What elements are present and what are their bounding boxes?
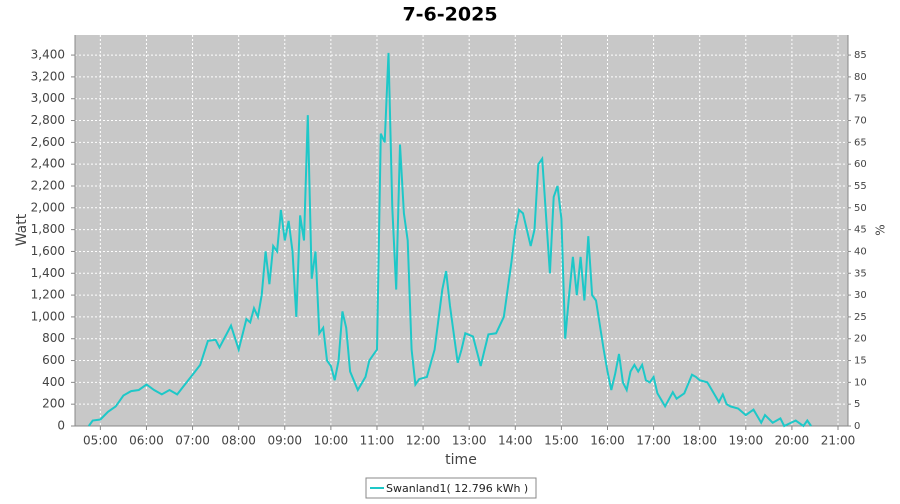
y-tick-label: 800 xyxy=(42,331,65,345)
line xyxy=(87,52,812,428)
x-tick-label: 20:00 xyxy=(775,434,810,448)
x-tick-label: 19:00 xyxy=(729,434,764,448)
plot-area xyxy=(75,35,848,426)
x-tick-label: 11:00 xyxy=(360,434,395,448)
y2-tick-label: 30 xyxy=(854,290,867,301)
y-tick-label: 3,000 xyxy=(31,91,65,105)
y2-tick-label: 50 xyxy=(854,203,867,214)
x-tick-label: 07:00 xyxy=(175,434,210,448)
y2-tick-label: 5 xyxy=(854,399,860,410)
y-tick-label: 200 xyxy=(42,397,65,411)
x-tick-label: 15:00 xyxy=(544,434,579,448)
y2-tick-label: 85 xyxy=(854,50,867,61)
x-tick-label: 06:00 xyxy=(129,434,164,448)
y-tick-label: 3,400 xyxy=(31,48,65,62)
x-tick-label: 17:00 xyxy=(636,434,671,448)
x-tick-label: 05:00 xyxy=(83,434,118,448)
x-axis-label: time xyxy=(445,452,477,468)
legend-label: Swanland1( 12.796 kWh ) xyxy=(386,482,528,495)
y2-tick-label: 55 xyxy=(854,181,867,192)
x-tick-label: 12:00 xyxy=(406,434,441,448)
x-tick-label: 09:00 xyxy=(267,434,302,448)
y2-tick-label: 15 xyxy=(854,356,867,367)
y2-tick-label: 20 xyxy=(854,334,867,345)
y-tick-label: 2,200 xyxy=(31,178,65,192)
y-tick-label: 1,600 xyxy=(31,244,65,258)
y-tick-label: 2,600 xyxy=(31,135,65,149)
y-tick-label: 3,200 xyxy=(31,69,65,83)
y-tick-label: 400 xyxy=(42,375,65,389)
y2-tick-label: 0 xyxy=(854,421,860,432)
y-tick-label: 600 xyxy=(42,353,65,367)
y2-tick-label: 65 xyxy=(854,137,867,148)
y-tick-label: 2,000 xyxy=(31,200,65,214)
y2-tick-label: 10 xyxy=(854,377,867,388)
x-tick-label: 21:00 xyxy=(821,434,856,448)
x-tick-label: 18:00 xyxy=(682,434,717,448)
legend xyxy=(365,477,537,499)
y-tick-label: 1,800 xyxy=(31,222,65,236)
x-tick-label: 13:00 xyxy=(452,434,487,448)
y2-tick-label: 40 xyxy=(854,246,867,257)
y2-tick-label: 45 xyxy=(854,225,867,236)
x-tick-label: 08:00 xyxy=(221,434,256,448)
y-tick-label: 1,400 xyxy=(31,266,65,280)
x-tick-label: 16:00 xyxy=(590,434,625,448)
x-tick-label: 14:00 xyxy=(498,434,533,448)
y-tick-label: 2,800 xyxy=(31,113,65,127)
y2-axis-label: % xyxy=(874,224,888,235)
chart-title: 7-6-2025 xyxy=(402,4,497,26)
y2-tick-label: 25 xyxy=(854,312,867,323)
y2-tick-label: 80 xyxy=(854,72,867,83)
y2-tick-label: 60 xyxy=(854,159,867,170)
y2-tick-label: 75 xyxy=(854,94,867,105)
y2-tick-label: 70 xyxy=(854,116,867,127)
x-tick-label: 10:00 xyxy=(314,434,349,448)
y2-tick-label: 35 xyxy=(854,268,867,279)
y-tick-label: 0 xyxy=(57,419,65,433)
y-tick-label: 2,400 xyxy=(31,157,65,171)
y-tick-label: 1,200 xyxy=(31,288,65,302)
y-tick-label: 1,000 xyxy=(31,309,65,323)
y-axis-label: Watt xyxy=(14,213,30,246)
